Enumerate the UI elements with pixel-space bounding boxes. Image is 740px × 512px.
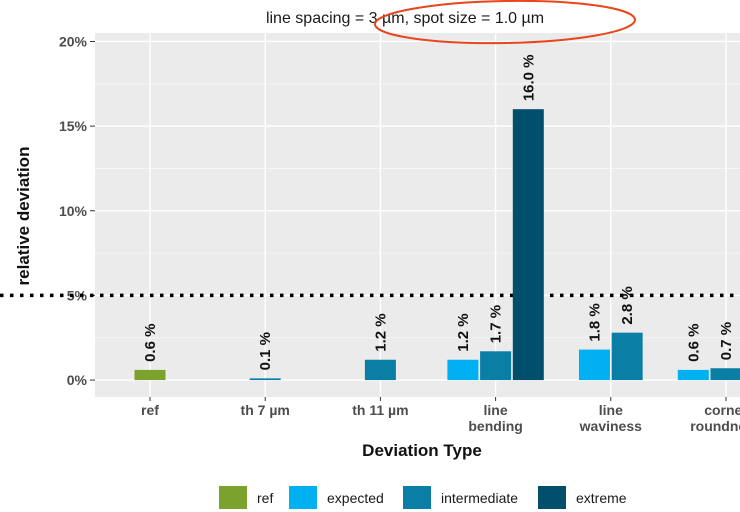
bar <box>710 368 740 381</box>
bar-value-label: 0.6 % <box>142 324 159 362</box>
bar-value-label: 0.1 % <box>257 332 274 370</box>
y-tick-label: 10% <box>59 203 88 219</box>
bar <box>512 109 544 381</box>
legend-label: expected <box>327 490 384 506</box>
legend-key <box>538 486 566 509</box>
bar <box>677 369 709 381</box>
bar-value-label: 1.2 % <box>372 313 389 351</box>
bar-value-label: 16.0 % <box>520 54 537 101</box>
bar <box>134 369 166 381</box>
y-tick-label: 15% <box>59 118 88 134</box>
x-axis-title: Deviation Type <box>362 441 482 460</box>
bar <box>249 378 281 381</box>
bar-value-label: 0.6 % <box>685 324 702 362</box>
annotation-layer <box>374 0 636 45</box>
bar <box>364 359 396 381</box>
x-tick-label: roundness <box>690 418 740 434</box>
bar <box>447 359 479 381</box>
plot-background <box>95 33 740 397</box>
legend-key <box>289 486 317 509</box>
legend-key <box>403 486 431 509</box>
y-tick-label: 0% <box>67 372 88 388</box>
bar-value-label: 0.7 % <box>718 322 735 360</box>
bar <box>611 332 643 381</box>
legend-label: extreme <box>576 490 627 506</box>
bar-value-label: 2.8 % <box>619 286 636 324</box>
x-tick-label: line <box>599 402 623 418</box>
x-tick-label: th 7 µm <box>241 402 290 418</box>
y-tick-label: 5% <box>67 287 88 303</box>
x-tick-label: line <box>484 402 508 418</box>
legend: ref expected intermediate extreme <box>219 486 627 509</box>
x-tick-label: bending <box>468 418 522 434</box>
y-axis-title: relative deviation <box>14 147 33 286</box>
plot-panel: 0% 5% 10% 15% 20% 0.6 % 0.1 % 1.2 % 1.2 % 1.7 % 16… <box>0 33 740 434</box>
bar <box>480 351 512 381</box>
bar <box>578 349 610 381</box>
bar-value-label: 1.7 % <box>488 305 505 343</box>
y-tick-label: 20% <box>59 33 88 49</box>
legend-key <box>219 486 247 509</box>
legend-label: ref <box>257 490 273 506</box>
bar-value-label: 1.8 % <box>586 303 603 341</box>
x-tick-label: waviness <box>579 418 642 434</box>
legend-label: intermediate <box>441 490 518 506</box>
bar-value-label: 1.2 % <box>455 313 472 351</box>
x-tick-label: ref <box>141 402 159 418</box>
facet-title: line spacing = 3 µm, spot size = 1.0 µm <box>266 10 544 27</box>
highlight-ellipse <box>374 0 636 45</box>
x-tick-label: th 11 µm <box>352 402 408 418</box>
